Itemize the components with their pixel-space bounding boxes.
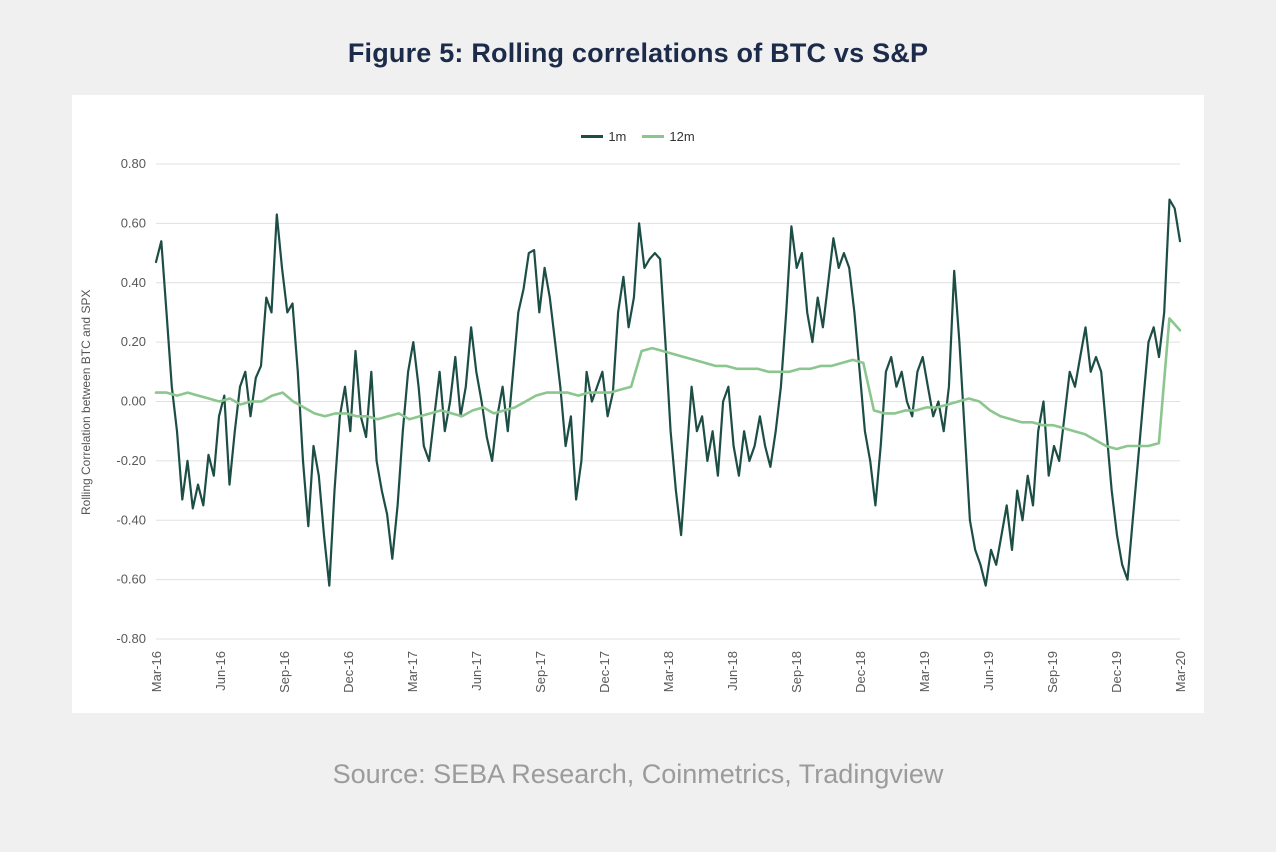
x-tick-label: Dec-16 — [341, 651, 356, 693]
x-tick-label: Dec-18 — [853, 651, 868, 693]
series-line-1m — [154, 198, 1182, 587]
y-tick-label: -0.20 — [116, 453, 146, 468]
y-tick-label: -0.80 — [116, 631, 146, 646]
legend-swatch-12m — [642, 134, 665, 138]
x-tick-label: Jun-17 — [469, 651, 484, 691]
x-tick-label: Mar-17 — [405, 651, 420, 692]
source-caption: Source: SEBA Research, Coinmetrics, Trad… — [332, 759, 944, 789]
plot-area-wrap: Rolling Correlation between BTC and SPX … — [72, 152, 1204, 710]
legend-label-12m: 12m — [669, 128, 695, 144]
series-line-12m — [154, 317, 1182, 451]
chart-card: 1m 12m Rolling Correlation between BTC a… — [72, 95, 1204, 713]
y-tick-label: 0.00 — [121, 394, 146, 409]
x-tick-label: Jun-19 — [981, 651, 996, 691]
x-tick-label: Sep-16 — [277, 651, 292, 693]
x-tick-label: Mar-20 — [1173, 651, 1188, 692]
y-tick-label: 0.20 — [121, 334, 146, 349]
legend-item-12m: 12m — [642, 128, 695, 144]
x-tick-label: Dec-17 — [597, 651, 612, 693]
legend-item-1m: 1m — [581, 129, 626, 144]
x-tick-label: Mar-18 — [661, 651, 676, 692]
x-tick-label: Sep-17 — [533, 651, 548, 693]
legend-label-1m: 1m — [608, 128, 627, 144]
x-tick-label: Mar-16 — [149, 651, 164, 692]
y-tick-label: 0.40 — [121, 275, 146, 290]
x-tick-label: Jun-16 — [213, 651, 228, 691]
x-tick-label: Sep-19 — [1045, 651, 1060, 693]
y-tick-label: 0.60 — [121, 215, 146, 230]
x-tick-label: Dec-19 — [1109, 651, 1124, 693]
chart-plot: 0.80 0.60 0.40 0.20 0.00 -0.20 -0.40 -0.60 -0.80… — [116, 156, 1188, 693]
y-tick-label: -0.40 — [116, 512, 146, 527]
y-tick-label: 0.80 — [121, 156, 146, 171]
chart-legend: 1m 12m — [72, 95, 1204, 144]
x-tick-label: Sep-18 — [789, 651, 804, 693]
x-tick-label: Mar-19 — [917, 651, 932, 692]
x-tick-label: Jun-18 — [725, 651, 740, 691]
page-title: Figure 5: Rolling correlations of BTC vs… — [347, 38, 929, 68]
y-tick-label: -0.60 — [116, 572, 146, 587]
legend-swatch-1m — [581, 134, 604, 138]
y-axis-title: Rolling Correlation between BTC and SPX — [79, 289, 93, 515]
